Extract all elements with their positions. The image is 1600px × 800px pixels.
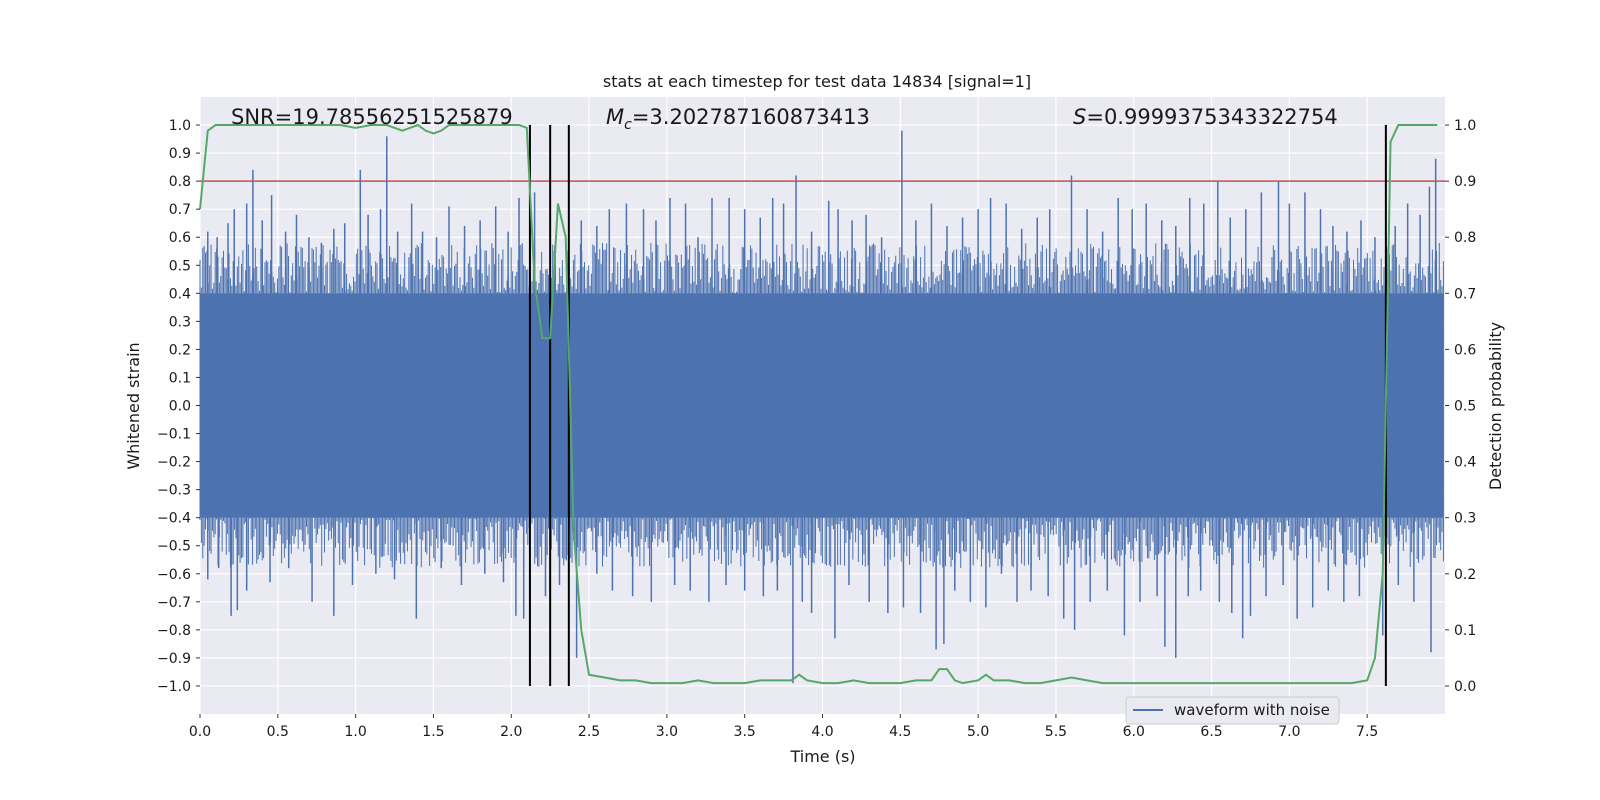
y-right-tick-label: 0.5 [1454, 399, 1476, 415]
x-tick-label: 5.5 [1045, 724, 1067, 740]
overlay-layer [199, 123, 1445, 686]
snr-annotation: SNR=19.78556251525879 [231, 105, 513, 129]
y-axis-label-right: Detection probability [1486, 322, 1505, 490]
y-right-tick-label: 0.6 [1454, 342, 1476, 358]
mc-value: =3.202787160873413 [632, 105, 870, 129]
y-tick-label: −0.8 [157, 623, 191, 639]
y-right-tick-label: 0.4 [1454, 455, 1476, 471]
x-tick-label: 7.5 [1356, 724, 1378, 740]
y-right-tick-label: 1.0 [1454, 118, 1476, 134]
y-axis-right: 1.0 0.9 0.8 0.7 0.6 0.5 0.4 0.3 0.2 0.1 0.0 [1445, 118, 1476, 695]
score-annotation: S=0.9999375343322754 [1073, 105, 1338, 129]
y-tick-label: 0.1 [169, 370, 191, 386]
x-axis: 0.0 0.5 1.0 1.5 2.0 2.5 3.0 3.5 4.0 4.5 5.0 5.5 6.0 6… [189, 714, 1378, 740]
y-tick-label: −0.4 [157, 511, 191, 527]
y-tick-label: 0.5 [169, 258, 191, 274]
y-right-tick-label: 0.2 [1454, 567, 1476, 583]
y-tick-label: 0.8 [169, 174, 191, 190]
y-tick-label: −0.7 [157, 595, 191, 611]
legend-label: waveform with noise [1174, 701, 1330, 719]
y-tick-label: 0.3 [169, 314, 191, 330]
s-symbol: S [1073, 105, 1086, 129]
mc-symbol: M [606, 105, 624, 129]
waveform-layer [199, 130, 1444, 684]
y-tick-label: −0.9 [157, 651, 191, 667]
legend-box [1125, 696, 1340, 725]
y-right-tick-label: 0.3 [1454, 511, 1476, 527]
x-tick-label: 6.0 [1123, 724, 1145, 740]
chirp-mass-annotation: Mc=3.202787160873413 [606, 105, 870, 133]
x-axis-label: Time (s) [789, 747, 855, 766]
y-right-tick-label: 0.1 [1454, 623, 1476, 639]
x-tick-label: 2.5 [578, 724, 600, 740]
x-tick-label: 0.5 [267, 724, 289, 740]
x-tick-label: 3.5 [734, 724, 756, 740]
y-tick-label: 0.4 [169, 286, 191, 302]
legend: waveform with noise [1125, 696, 1340, 725]
x-tick-label: 4.0 [811, 724, 833, 740]
x-tick-label: 6.5 [1200, 724, 1222, 740]
x-tick-label: 1.0 [344, 724, 366, 740]
y-tick-label: 1.0 [169, 118, 191, 134]
y-right-tick-label: 0.7 [1454, 286, 1476, 302]
waveform-core-band [200, 293, 1444, 518]
y-tick-label: 0.0 [169, 399, 191, 415]
y-tick-label: −0.3 [157, 483, 191, 499]
mc-subscript: c [624, 117, 632, 133]
y-axis-left: 1.0 0.9 0.8 0.7 0.6 0.5 0.4 0.3 0.2 0.1 0.0 −0.1 −0.… [157, 118, 200, 695]
y-right-tick-label: 0.8 [1454, 230, 1476, 246]
y-axis-label-left: Whitened strain [124, 342, 143, 469]
x-tick-label: 5.0 [967, 724, 989, 740]
chart-title: stats at each timestep for test data 148… [603, 72, 1031, 91]
y-tick-label: −0.2 [157, 455, 191, 471]
y-tick-label: −0.1 [157, 427, 191, 443]
x-tick-label: 0.0 [189, 724, 211, 740]
y-tick-label: 0.9 [169, 146, 191, 162]
s-value: =0.9999375343322754 [1086, 105, 1337, 129]
y-tick-label: 0.2 [169, 342, 191, 358]
y-tick-label: −1.0 [157, 679, 191, 695]
detection-probability-line [199, 123, 1438, 685]
x-tick-label: 3.0 [656, 724, 678, 740]
x-tick-label: 4.5 [889, 724, 911, 740]
y-tick-label: −0.5 [157, 539, 191, 555]
x-tick-label: 2.0 [500, 724, 522, 740]
x-tick-label: 1.5 [422, 724, 444, 740]
x-tick-label: 7.0 [1278, 724, 1300, 740]
y-tick-label: 0.6 [169, 230, 191, 246]
y-right-tick-label: 0.0 [1454, 679, 1476, 695]
y-right-tick-label: 0.9 [1454, 174, 1476, 190]
y-tick-label: 0.7 [169, 202, 191, 218]
y-tick-label: −0.6 [157, 567, 191, 583]
